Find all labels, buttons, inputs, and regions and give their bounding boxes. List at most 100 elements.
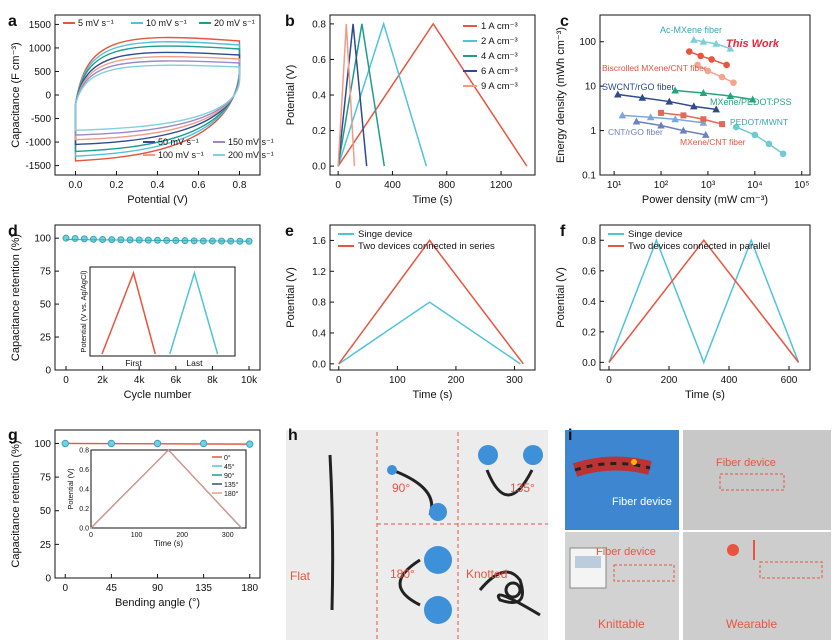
ragone-point xyxy=(712,39,720,47)
y-tick-label: 10 xyxy=(585,82,597,93)
panel-g: g 0 45 90 135 180 0 25 50 75 100 Bending angle (°) C… xyxy=(8,427,261,609)
y-axis-label: Potential (V) xyxy=(555,267,567,328)
inset-x-tick-label: 100 xyxy=(131,532,143,539)
retention-point xyxy=(80,235,88,243)
y-tick-label: 0.6 xyxy=(312,55,326,66)
y-tick-label: 0.4 xyxy=(312,91,326,102)
panel-i-photos: Fiber device Fiber device Fiber device K… xyxy=(565,430,831,640)
photo-i-fiber-3-label: Fiber device xyxy=(596,546,656,558)
y-axis-label: Capacitance (F cm⁻³) xyxy=(10,42,22,147)
gcd-curve-0 xyxy=(337,22,528,167)
retention-point xyxy=(89,235,97,243)
y-tick-label: 0.0 xyxy=(312,359,326,370)
y-tick-label: 0.2 xyxy=(312,126,326,137)
ragone-point xyxy=(748,95,757,103)
series-label: Biscrolled MXene/CNT fiber xyxy=(602,63,707,73)
x-tick-label: 0.8 xyxy=(233,180,247,191)
x-axis-label: Time (s) xyxy=(685,389,725,401)
x-tick-label: 0.4 xyxy=(151,180,165,191)
y-tick-label: 0.1 xyxy=(582,171,596,182)
inset-x-tick-label: First xyxy=(125,358,142,368)
inset-y-tick-label: 0.8 xyxy=(79,448,89,455)
y-tick-label: 1500 xyxy=(29,20,52,31)
ragone-point xyxy=(665,97,674,105)
inset-legend-label: 90° xyxy=(224,472,235,480)
photo-h-180-label: 180° xyxy=(390,567,415,581)
ragone-point xyxy=(730,79,737,86)
ragone-point xyxy=(718,73,726,81)
y-tick-label: 0.4 xyxy=(582,297,596,308)
x-tick-label: 100 xyxy=(389,375,406,386)
inset-legend-label: 180° xyxy=(224,490,239,498)
y-tick-label: 75 xyxy=(40,267,52,278)
ragone-point xyxy=(632,117,641,125)
ragone-line-2 xyxy=(697,64,734,84)
inset-x-tick-label: Last xyxy=(186,358,203,368)
x-tick-label: 600 xyxy=(781,375,798,386)
inset-frame xyxy=(90,449,247,529)
y-tick-label: 0 xyxy=(45,366,51,377)
y-tick-label: 0.2 xyxy=(582,327,596,338)
y-tick-label: 25 xyxy=(40,333,52,344)
inset-x-tick-label: 300 xyxy=(222,532,234,539)
cv-curve-4 xyxy=(74,56,241,141)
y-tick-label: 25 xyxy=(40,540,52,551)
inset-frame xyxy=(89,266,236,357)
retention-point xyxy=(153,439,162,448)
ragone-point xyxy=(712,105,720,113)
x-tick-label: 4k xyxy=(134,375,146,386)
inset-x-tick-label: 0 xyxy=(89,532,93,539)
retention-point xyxy=(199,439,208,448)
x-tick-label: 400 xyxy=(384,180,401,191)
plot-frame xyxy=(329,224,536,371)
panel-letter-i: i xyxy=(568,427,572,444)
legend-label: 9 A cm⁻³ xyxy=(481,81,518,92)
x-axis-label: Cycle number xyxy=(124,389,192,401)
x-axis-label: Bending angle (°) xyxy=(115,597,200,609)
y-tick-label: 0.0 xyxy=(312,162,326,173)
y-tick-label: 1.6 xyxy=(312,236,326,247)
ragone-point xyxy=(699,118,708,126)
y-tick-label: 0.4 xyxy=(312,328,326,339)
x-tick-label: 2k xyxy=(97,375,109,386)
photo-h-knotted-label: Knotted xyxy=(466,567,507,581)
panel-letter-d: d xyxy=(8,223,18,240)
photo-i-knittable-label: Knittable xyxy=(598,617,645,631)
y-tick-label: 1 xyxy=(590,126,596,137)
y-tick-label: -1000 xyxy=(25,138,51,149)
x-axis-label: Time (s) xyxy=(413,194,453,206)
photo-i-fiber-1-label: Fiber device xyxy=(612,496,672,508)
ragone-point xyxy=(732,123,740,131)
y-tick-label: 0.8 xyxy=(312,298,326,309)
y-tick-label: 1000 xyxy=(29,43,52,54)
series-label: MXene/PEDOT:PSS xyxy=(710,97,792,107)
retention-point xyxy=(107,439,116,448)
ragone-point xyxy=(701,130,710,138)
gcd-curve-1 xyxy=(338,239,524,365)
y-tick-label: 0.8 xyxy=(582,236,596,247)
ragone-point xyxy=(765,140,773,148)
legend-label: 5 mV s⁻¹ xyxy=(78,18,114,28)
ragone-point xyxy=(751,131,759,139)
ragone-line-4 xyxy=(675,89,753,101)
ragone-point xyxy=(679,126,688,134)
x-tick-label: 0.0 xyxy=(69,180,83,191)
ragone-point xyxy=(690,102,698,110)
y-tick-label: 1.2 xyxy=(312,267,326,278)
y-tick-label: 0 xyxy=(45,574,51,585)
x-tick-label: 10¹ xyxy=(607,180,622,191)
x-tick-label: 200 xyxy=(448,375,465,386)
y-axis-label: Capacitance retention (%) xyxy=(10,440,22,567)
ragone-point xyxy=(638,93,647,101)
gcd-curve-1 xyxy=(337,21,428,167)
series-label: This Work xyxy=(726,38,780,50)
ragone-point xyxy=(694,61,701,69)
x-tick-label: 0 xyxy=(63,375,69,386)
inset-x-tick-label: 200 xyxy=(176,532,188,539)
x-tick-label: 180 xyxy=(241,583,258,594)
gcd-curve-2 xyxy=(337,23,386,167)
x-tick-label: 45 xyxy=(106,583,118,594)
inset-y-tick-label: 0.4 xyxy=(79,487,89,494)
y-tick-label: 100 xyxy=(34,439,51,450)
